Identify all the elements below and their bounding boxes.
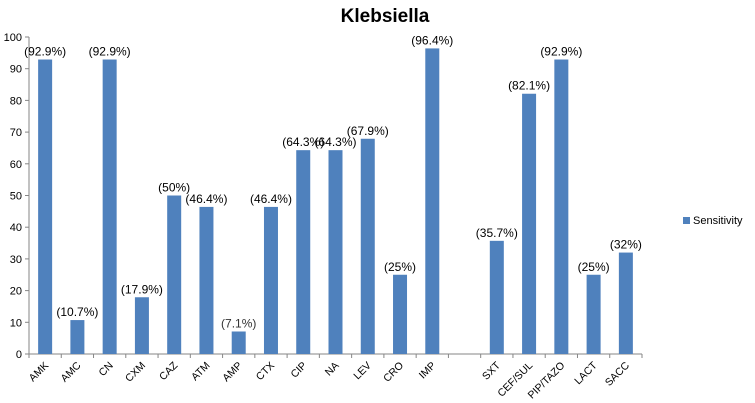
x-tick-label: IMP: [417, 360, 439, 382]
x-tick-label: CRO: [381, 360, 406, 385]
x-tick-label: CN: [97, 360, 116, 379]
data-label: (64.3%): [282, 135, 324, 149]
bar-amk: [38, 59, 53, 355]
legend-label: Sensitivity: [693, 215, 743, 227]
bar-lev: [360, 138, 375, 354]
data-label: (32%): [610, 238, 642, 252]
data-label: (50%): [158, 181, 190, 195]
data-label: (92.9%): [540, 45, 582, 59]
y-tick-label: 70: [10, 127, 22, 139]
x-tick-label: ATM: [189, 360, 213, 384]
y-tick-label: 40: [10, 222, 22, 234]
x-tick-label: CAZ: [157, 359, 181, 383]
bar-caz: [167, 195, 182, 354]
data-label: (17.9%): [121, 282, 163, 296]
y-tick-label: 80: [10, 95, 22, 107]
y-tick-label: 0: [16, 349, 22, 361]
data-label: (46.4%): [250, 192, 292, 206]
x-tick-label: AMC: [59, 359, 84, 384]
y-axis: 0 10 20 30 40 50 60 70 80 90 100: [4, 32, 30, 361]
bar-amp: [231, 331, 246, 354]
data-label: (25%): [578, 260, 610, 274]
bar-cxm: [134, 297, 149, 354]
data-label: (67.9%): [347, 124, 389, 138]
data-label: (92.9%): [89, 45, 131, 59]
bar-cip: [296, 150, 311, 354]
bar-imp: [425, 48, 440, 355]
x-tick-label: SACC: [603, 359, 632, 388]
y-tick-label: 30: [10, 254, 22, 266]
x-tick-label: LACT: [572, 359, 600, 387]
data-label: (64.3%): [314, 135, 356, 149]
legend-swatch: [683, 217, 690, 224]
bar-amc: [70, 320, 85, 354]
bars: [38, 48, 633, 355]
y-tick-label: 10: [10, 317, 22, 329]
data-label: (10.7%): [56, 305, 98, 319]
x-tick-label: CXM: [123, 360, 148, 385]
y-tick-label: 90: [10, 64, 22, 76]
data-label: (96.4%): [411, 33, 453, 47]
data-labels: (92.9%)(10.7%)(92.9%)(17.9%)(50%)(46.4%)…: [24, 33, 642, 330]
data-label: (7.1%): [221, 316, 256, 330]
bar-na: [328, 150, 343, 354]
bar-lact: [586, 274, 601, 354]
data-label: (46.4%): [185, 192, 227, 206]
x-tick-label: AMK: [27, 360, 52, 385]
chart-title: Klebsiella: [341, 6, 430, 27]
data-label: (92.9%): [24, 45, 66, 59]
x-tick-label: NA: [323, 360, 342, 379]
data-label: (35.7%): [476, 226, 518, 240]
data-label: (25%): [384, 260, 416, 274]
y-tick-label: 50: [10, 191, 22, 203]
legend: Sensitivity: [683, 215, 743, 227]
y-tick-label: 100: [4, 32, 22, 44]
x-tick-label: CIP: [288, 360, 309, 381]
bar-sxt: [489, 240, 504, 354]
bar-atm: [199, 206, 214, 354]
x-tick-label: AMP: [220, 360, 245, 385]
bar-sacc: [618, 252, 633, 354]
x-tick-label: CTX: [254, 360, 277, 383]
bar-cn: [102, 59, 117, 355]
data-label: (82.1%): [508, 79, 550, 93]
x-tick-label: LEV: [351, 360, 374, 383]
bar-cro: [393, 274, 408, 354]
bar-ctx: [263, 206, 278, 354]
bar-pip-tazo: [554, 59, 569, 355]
bar-cef-sul: [522, 93, 537, 355]
y-tick-label: 60: [10, 159, 22, 171]
y-tick-label: 20: [10, 286, 22, 298]
x-tick-label: SXT: [480, 359, 503, 382]
x-axis: AMK AMC CN CXM CAZ ATM AMP CTX CIP NA LEV CRO IMP SXT…: [27, 353, 643, 401]
